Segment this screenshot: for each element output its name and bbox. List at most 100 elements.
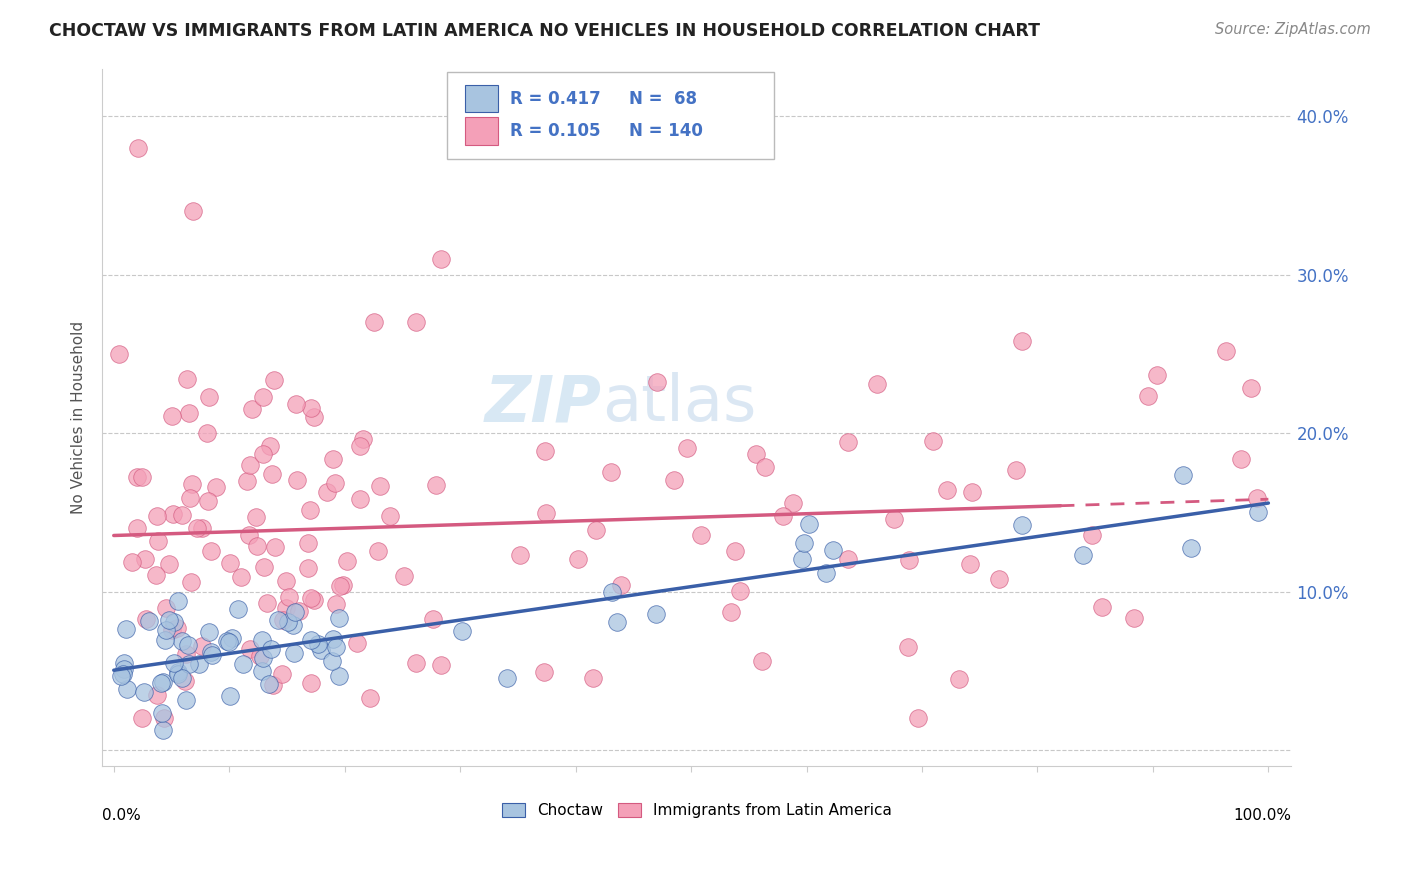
Point bbox=[112, 666, 135, 681]
Point bbox=[226, 602, 249, 616]
Point bbox=[257, 677, 280, 691]
Point bbox=[363, 315, 385, 329]
Point bbox=[252, 390, 274, 404]
Point bbox=[284, 605, 307, 619]
Text: N = 140: N = 140 bbox=[628, 122, 703, 140]
Point bbox=[1122, 611, 1144, 625]
Point bbox=[405, 656, 427, 670]
Point bbox=[174, 693, 197, 707]
Point bbox=[325, 640, 347, 654]
FancyBboxPatch shape bbox=[465, 85, 498, 112]
Point bbox=[190, 521, 212, 535]
Point bbox=[276, 574, 298, 589]
Point bbox=[349, 439, 371, 453]
Point bbox=[163, 615, 186, 629]
Point bbox=[600, 584, 623, 599]
Point bbox=[610, 578, 633, 592]
Point bbox=[266, 613, 288, 627]
Point bbox=[146, 688, 169, 702]
Point bbox=[174, 674, 197, 689]
Point bbox=[297, 561, 319, 575]
Point bbox=[197, 493, 219, 508]
Point bbox=[1146, 368, 1168, 383]
Point bbox=[155, 600, 177, 615]
Point bbox=[235, 474, 257, 488]
Text: 100.0%: 100.0% bbox=[1233, 808, 1292, 822]
Point bbox=[285, 397, 308, 411]
Text: ZIP: ZIP bbox=[485, 372, 602, 434]
Point bbox=[166, 594, 188, 608]
Point bbox=[180, 575, 202, 590]
Point bbox=[153, 711, 176, 725]
Point bbox=[200, 645, 222, 659]
Point bbox=[162, 507, 184, 521]
Point bbox=[299, 633, 322, 648]
Point bbox=[1229, 451, 1251, 466]
Point bbox=[138, 614, 160, 628]
Point bbox=[496, 671, 519, 685]
Point bbox=[217, 634, 239, 648]
Point bbox=[155, 632, 177, 647]
Point bbox=[239, 458, 262, 472]
Point bbox=[172, 671, 194, 685]
Point bbox=[922, 434, 945, 448]
Point bbox=[751, 654, 773, 668]
Point bbox=[724, 543, 747, 558]
Text: CHOCTAW VS IMMIGRANTS FROM LATIN AMERICA NO VEHICLES IN HOUSEHOLD CORRELATION CH: CHOCTAW VS IMMIGRANTS FROM LATIN AMERICA… bbox=[49, 22, 1040, 40]
Point bbox=[430, 657, 453, 672]
Text: N =  68: N = 68 bbox=[628, 89, 697, 108]
Point bbox=[935, 483, 957, 497]
Point bbox=[145, 568, 167, 582]
Point bbox=[260, 641, 283, 656]
Point bbox=[534, 443, 557, 458]
Point bbox=[131, 711, 153, 725]
Point bbox=[172, 633, 194, 648]
Point bbox=[252, 633, 274, 648]
Point bbox=[1004, 463, 1026, 477]
Y-axis label: No Vehicles in Household: No Vehicles in Household bbox=[72, 320, 86, 514]
Point bbox=[1171, 468, 1194, 483]
Point bbox=[285, 473, 308, 487]
Point bbox=[238, 528, 260, 542]
Point bbox=[195, 426, 218, 441]
Point bbox=[754, 459, 776, 474]
Point bbox=[837, 551, 859, 566]
Point bbox=[897, 553, 920, 567]
Point bbox=[336, 553, 359, 567]
Point bbox=[157, 558, 180, 572]
Point bbox=[793, 536, 815, 550]
Point bbox=[181, 204, 204, 219]
Point bbox=[125, 470, 148, 484]
Point bbox=[299, 401, 322, 415]
Point bbox=[585, 524, 607, 538]
Point bbox=[1137, 389, 1160, 403]
Point bbox=[534, 506, 557, 520]
Point bbox=[346, 636, 368, 650]
Point bbox=[167, 667, 190, 681]
Point bbox=[277, 615, 299, 629]
Point bbox=[299, 675, 322, 690]
Point bbox=[959, 557, 981, 571]
Point bbox=[262, 678, 284, 692]
Text: R = 0.417: R = 0.417 bbox=[510, 89, 600, 108]
Point bbox=[883, 512, 905, 526]
Point bbox=[897, 640, 920, 655]
Point bbox=[110, 668, 132, 682]
Point bbox=[302, 593, 325, 607]
Point bbox=[782, 495, 804, 509]
Point bbox=[150, 675, 173, 690]
Point bbox=[146, 508, 169, 523]
Point bbox=[176, 647, 198, 661]
Point bbox=[218, 635, 240, 649]
Point bbox=[1246, 491, 1268, 506]
Point bbox=[198, 390, 221, 404]
Point bbox=[323, 475, 346, 490]
Point bbox=[135, 611, 157, 625]
Point bbox=[1247, 504, 1270, 518]
Point bbox=[259, 439, 281, 453]
Point bbox=[948, 673, 970, 687]
Point bbox=[1215, 344, 1237, 359]
Point bbox=[221, 631, 243, 645]
Point bbox=[422, 611, 444, 625]
Point bbox=[430, 252, 453, 266]
